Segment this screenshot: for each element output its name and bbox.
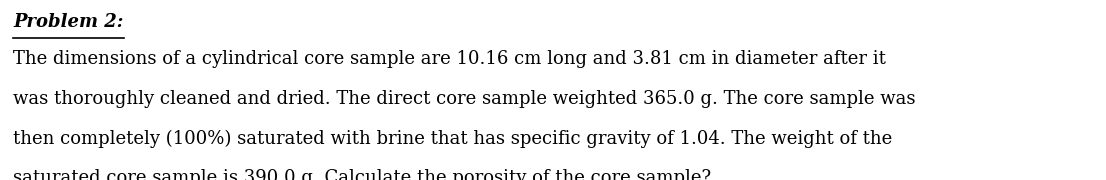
- Text: saturated core sample is 390.0 g. Calculate the porosity of the core sample?: saturated core sample is 390.0 g. Calcul…: [13, 169, 711, 180]
- Text: then completely (100%) saturated with brine that has specific gravity of 1.04. T: then completely (100%) saturated with br…: [13, 130, 893, 148]
- Text: Problem 2:: Problem 2:: [13, 13, 124, 31]
- Text: The dimensions of a cylindrical core sample are 10.16 cm long and 3.81 cm in dia: The dimensions of a cylindrical core sam…: [13, 50, 886, 68]
- Text: was thoroughly cleaned and dried. The direct core sample weighted 365.0 g. The c: was thoroughly cleaned and dried. The di…: [13, 90, 916, 108]
